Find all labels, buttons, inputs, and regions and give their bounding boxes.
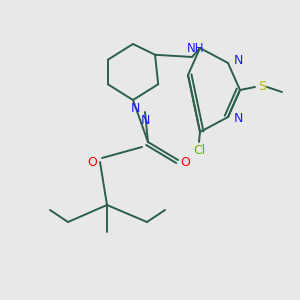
Text: N: N [130,101,140,115]
Text: N: N [233,55,243,68]
Text: O: O [180,155,190,169]
Text: Cl: Cl [193,143,205,157]
Text: N: N [140,113,150,127]
Text: N: N [233,112,243,125]
Text: S: S [258,80,266,94]
Text: NH: NH [187,43,205,56]
Text: O: O [87,155,97,169]
